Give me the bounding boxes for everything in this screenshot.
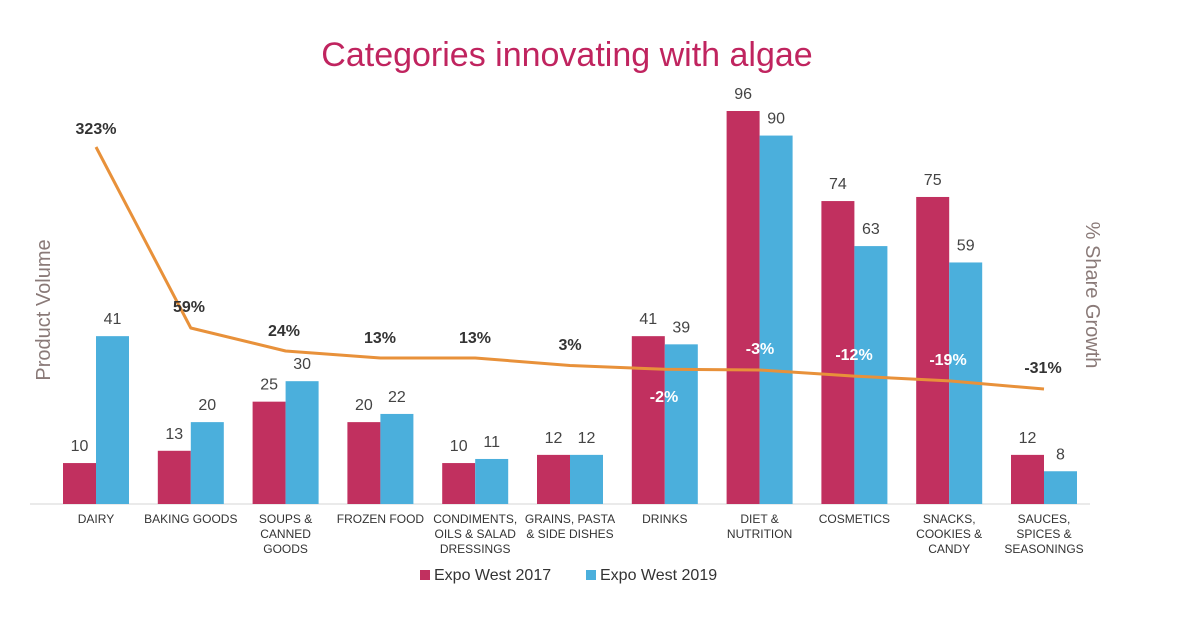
bar-value-label: 75 bbox=[924, 172, 942, 189]
category-label: DRINKS bbox=[642, 512, 687, 526]
category-label: CONDIMENTS, OILS & SALAD DRESSINGS bbox=[433, 512, 517, 556]
bar-value-label: 10 bbox=[71, 438, 89, 455]
category-label: DIET & NUTRITION bbox=[727, 512, 792, 541]
legend-swatch-2 bbox=[586, 570, 596, 580]
bar-value-label: 25 bbox=[260, 377, 278, 394]
bar-value-label: 10 bbox=[450, 438, 468, 455]
growth-label: -3% bbox=[746, 341, 774, 358]
category-label: COSMETICS bbox=[819, 512, 890, 526]
y-axis-label: Product Volume bbox=[33, 239, 55, 380]
legend-swatch-1 bbox=[420, 570, 430, 580]
bar-s1-7 bbox=[726, 111, 760, 504]
bar-s1-8 bbox=[821, 201, 855, 504]
bar-s2-2 bbox=[285, 381, 319, 504]
y2-axis-label: % Share Growth bbox=[1081, 222, 1103, 369]
growth-line bbox=[94, 146, 1045, 391]
bar-value-label: 12 bbox=[1019, 430, 1037, 447]
growth-label: -2% bbox=[650, 389, 678, 406]
chart-title: Categories innovating with algae bbox=[321, 36, 813, 74]
bar-s1-1 bbox=[157, 450, 191, 504]
legend-label-1: Expo West 2017 bbox=[434, 567, 551, 584]
growth-label: 59% bbox=[173, 299, 205, 316]
bar-value-label: 41 bbox=[639, 311, 657, 328]
category-label: DAIRY bbox=[78, 512, 114, 526]
bar-value-label: 13 bbox=[165, 426, 183, 443]
bar-s1-6 bbox=[631, 336, 665, 504]
category-label: SOUPS & CANNED GOODS bbox=[259, 512, 312, 556]
bar-s2-10 bbox=[1044, 471, 1077, 504]
legend-label-2: Expo West 2019 bbox=[600, 567, 717, 584]
growth-label: 13% bbox=[459, 330, 491, 347]
bar-s1-0 bbox=[63, 463, 96, 504]
bar-s2-5 bbox=[570, 454, 603, 504]
bar-value-label: 20 bbox=[198, 397, 216, 414]
growth-label: -19% bbox=[929, 352, 966, 369]
category-label: BAKING GOODS bbox=[144, 512, 237, 526]
bar-value-label: 30 bbox=[293, 356, 311, 373]
bar-s1-2 bbox=[252, 401, 286, 504]
bar-s1-4 bbox=[442, 463, 476, 504]
bar-s1-5 bbox=[537, 454, 570, 504]
bar-value-label: 39 bbox=[672, 319, 690, 336]
bar-value-label: 96 bbox=[734, 86, 752, 103]
growth-label: 323% bbox=[76, 121, 117, 138]
category-label: GRAINS, PASTA & SIDE DISHES bbox=[525, 512, 615, 541]
growth-label: -12% bbox=[835, 347, 872, 364]
category-label: FROZEN FOOD bbox=[337, 512, 425, 526]
growth-label: -31% bbox=[1024, 360, 1061, 377]
bar-s2-0 bbox=[96, 336, 129, 504]
bar-value-label: 20 bbox=[355, 397, 373, 414]
bar-s1-10 bbox=[1011, 454, 1044, 504]
bar-value-label: 12 bbox=[578, 430, 596, 447]
bar-value-label: 41 bbox=[104, 311, 122, 328]
bar-s2-1 bbox=[190, 422, 224, 504]
growth-label: 13% bbox=[364, 330, 396, 347]
bar-value-label: 11 bbox=[483, 434, 500, 451]
category-label: SAUCES, SPICES & SEASONINGS bbox=[1004, 512, 1083, 556]
bar-value-label: 90 bbox=[767, 111, 785, 128]
bar-value-label: 63 bbox=[862, 221, 880, 238]
bar-s1-3 bbox=[347, 422, 381, 504]
bar-value-label: 59 bbox=[957, 237, 975, 254]
bar-s1-9 bbox=[916, 196, 950, 504]
bar-value-label: 74 bbox=[829, 176, 847, 193]
bar-value-label: 8 bbox=[1056, 446, 1065, 463]
bar-value-label: 22 bbox=[388, 389, 406, 406]
growth-label: 24% bbox=[268, 323, 300, 340]
category-label: SNACKS, COOKIES & CANDY bbox=[916, 512, 982, 556]
growth-label: 3% bbox=[558, 337, 581, 354]
bar-s2-4 bbox=[475, 458, 509, 504]
bar-value-label: 12 bbox=[545, 430, 563, 447]
bar-s2-3 bbox=[380, 413, 414, 504]
bar-s2-7 bbox=[759, 135, 793, 504]
